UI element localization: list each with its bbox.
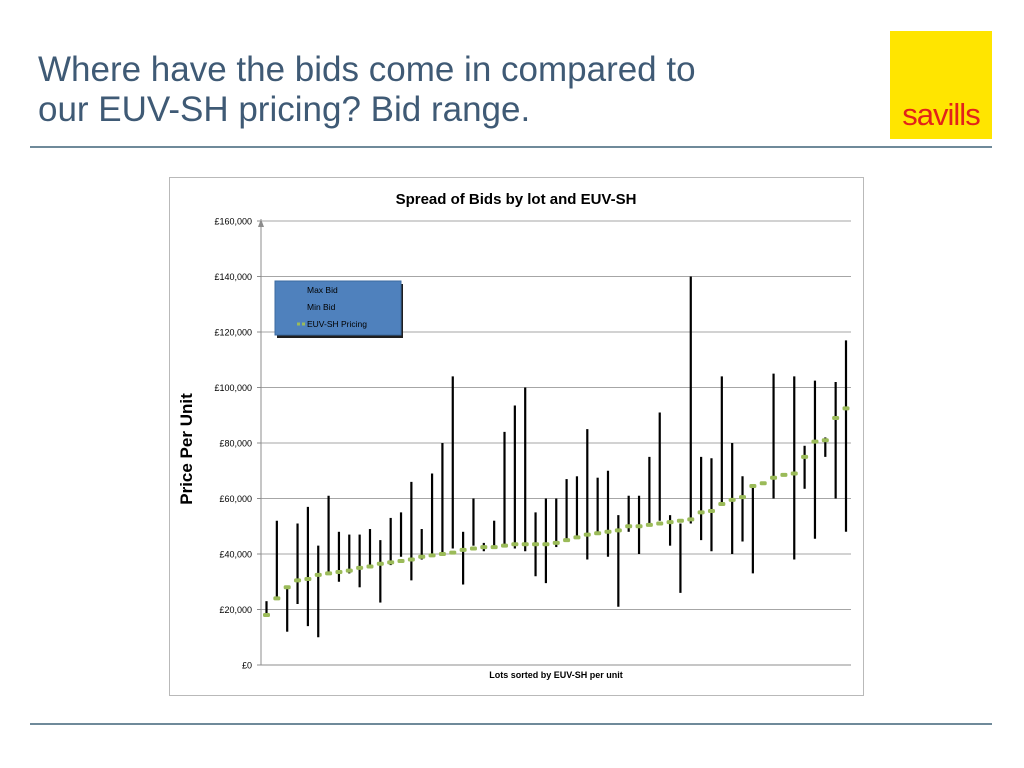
euv-sh-marker: [573, 535, 581, 540]
euv-sh-marker: [325, 571, 333, 576]
euv-sh-marker: [770, 475, 778, 480]
chart-title: Spread of Bids by lot and EUV-SH: [396, 191, 637, 208]
euv-sh-marker: [780, 472, 788, 477]
euv-sh-marker: [366, 564, 374, 569]
euv-sh-marker: [304, 576, 312, 581]
euv-sh-marker: [635, 524, 643, 529]
legend-box: [274, 280, 402, 336]
euv-sh-marker: [501, 543, 509, 548]
savills-logo-text: savills: [902, 97, 980, 132]
euv-sh-marker: [263, 613, 270, 618]
euv-sh-marker: [583, 532, 591, 537]
y-tick-label: £20,000: [219, 605, 252, 615]
euv-sh-marker: [469, 546, 477, 551]
y-tick-label: £120,000: [214, 328, 252, 338]
euv-sh-marker: [542, 542, 550, 547]
y-tick-label: £160,000: [214, 217, 252, 227]
y-tick-label: £40,000: [219, 550, 252, 560]
bid-spread-chart: Spread of Bids by lot and EUV-SH £0 £20,0…: [177, 191, 851, 680]
savills-logo: savills: [890, 31, 992, 139]
y-tick-label: £60,000: [219, 494, 252, 504]
euv-sh-marker: [697, 510, 705, 515]
euv-sh-marker: [656, 521, 664, 526]
euv-sh-marker: [511, 542, 519, 547]
y-tick-label: £140,000: [214, 272, 252, 282]
slide-title: Where have the bids come in compared to …: [38, 50, 858, 130]
legend-entry: EUV-SH Pricing: [307, 319, 367, 329]
euv-sh-marker: [283, 585, 291, 590]
euv-sh-marker: [552, 540, 560, 545]
euv-sh-marker: [801, 454, 809, 459]
euv-sh-marker: [842, 406, 850, 411]
euv-sh-marker: [397, 558, 405, 563]
euv-sh-marker: [625, 524, 633, 529]
y-tick-label: £80,000: [219, 439, 252, 449]
bid-range-lines: [265, 276, 848, 638]
euv-sh-marker: [449, 550, 457, 555]
euv-sh-marker: [759, 481, 767, 486]
euv-sh-marker: [294, 578, 302, 583]
euv-sh-marker: [418, 554, 426, 559]
euv-sh-marker: [676, 518, 684, 523]
y-axis-arrow: [258, 219, 264, 227]
euv-sh-marker: [335, 570, 343, 575]
x-axis-label: Lots sorted by EUV-SH per unit: [489, 670, 623, 680]
euv-sh-marker: [490, 545, 498, 550]
header-divider: [30, 146, 992, 148]
euv-sh-marker: [604, 529, 612, 534]
euv-sh-marker: [345, 568, 353, 573]
euv-sh-marker: [480, 545, 488, 550]
euv-sh-marker: [438, 552, 446, 556]
chart-frame: Spread of Bids by lot and EUV-SH £0 £20,0…: [169, 177, 864, 696]
euv-sh-marker: [563, 538, 571, 543]
euv-sh-marker: [376, 561, 384, 566]
slide-title-line-2: our EUV-SH pricing? Bid range.: [38, 90, 531, 129]
euv-sh-marker: [832, 416, 840, 421]
chart-legend: Max Bid Min Bid EUV-SH Pricing: [274, 280, 403, 338]
euv-sh-marker: [790, 471, 798, 476]
euv-sh-marker: [707, 508, 715, 513]
y-tick-label: £100,000: [214, 383, 252, 393]
euv-sh-marker: [728, 497, 736, 502]
euv-sh-markers: [263, 406, 850, 618]
y-tick-labels: £0 £20,000 £40,000 £60,000 £80,000 £100,000 £1…: [214, 217, 252, 671]
euv-sh-marker: [459, 547, 467, 552]
euv-sh-marker: [811, 439, 819, 444]
slide-title-line-1: Where have the bids come in compared to: [38, 50, 696, 89]
euv-sh-marker: [314, 572, 322, 577]
axes: [257, 219, 851, 666]
euv-sh-marker: [718, 502, 726, 507]
euv-sh-marker: [428, 553, 436, 558]
euv-sh-marker: [749, 484, 757, 489]
euv-sh-marker: [521, 542, 529, 547]
euv-sh-marker: [687, 517, 695, 522]
euv-sh-marker: [614, 528, 622, 533]
y-axis-label: Price Per Unit: [177, 393, 196, 505]
footer-divider: [30, 723, 992, 725]
euv-sh-marker: [739, 495, 747, 500]
legend-entry: Max Bid: [307, 285, 338, 295]
euv-sh-marker: [273, 596, 281, 601]
y-tick-label: £0: [242, 661, 252, 671]
euv-sh-marker: [645, 522, 653, 527]
euv-sh-marker: [356, 565, 364, 570]
euv-sh-marker: [594, 531, 602, 536]
euv-sh-marker: [387, 560, 395, 565]
euv-sh-marker: [821, 438, 829, 443]
euv-sh-marker: [407, 557, 415, 562]
legend-entry: Min Bid: [307, 302, 336, 312]
euv-sh-marker: [666, 520, 674, 525]
euv-sh-marker: [532, 542, 540, 547]
